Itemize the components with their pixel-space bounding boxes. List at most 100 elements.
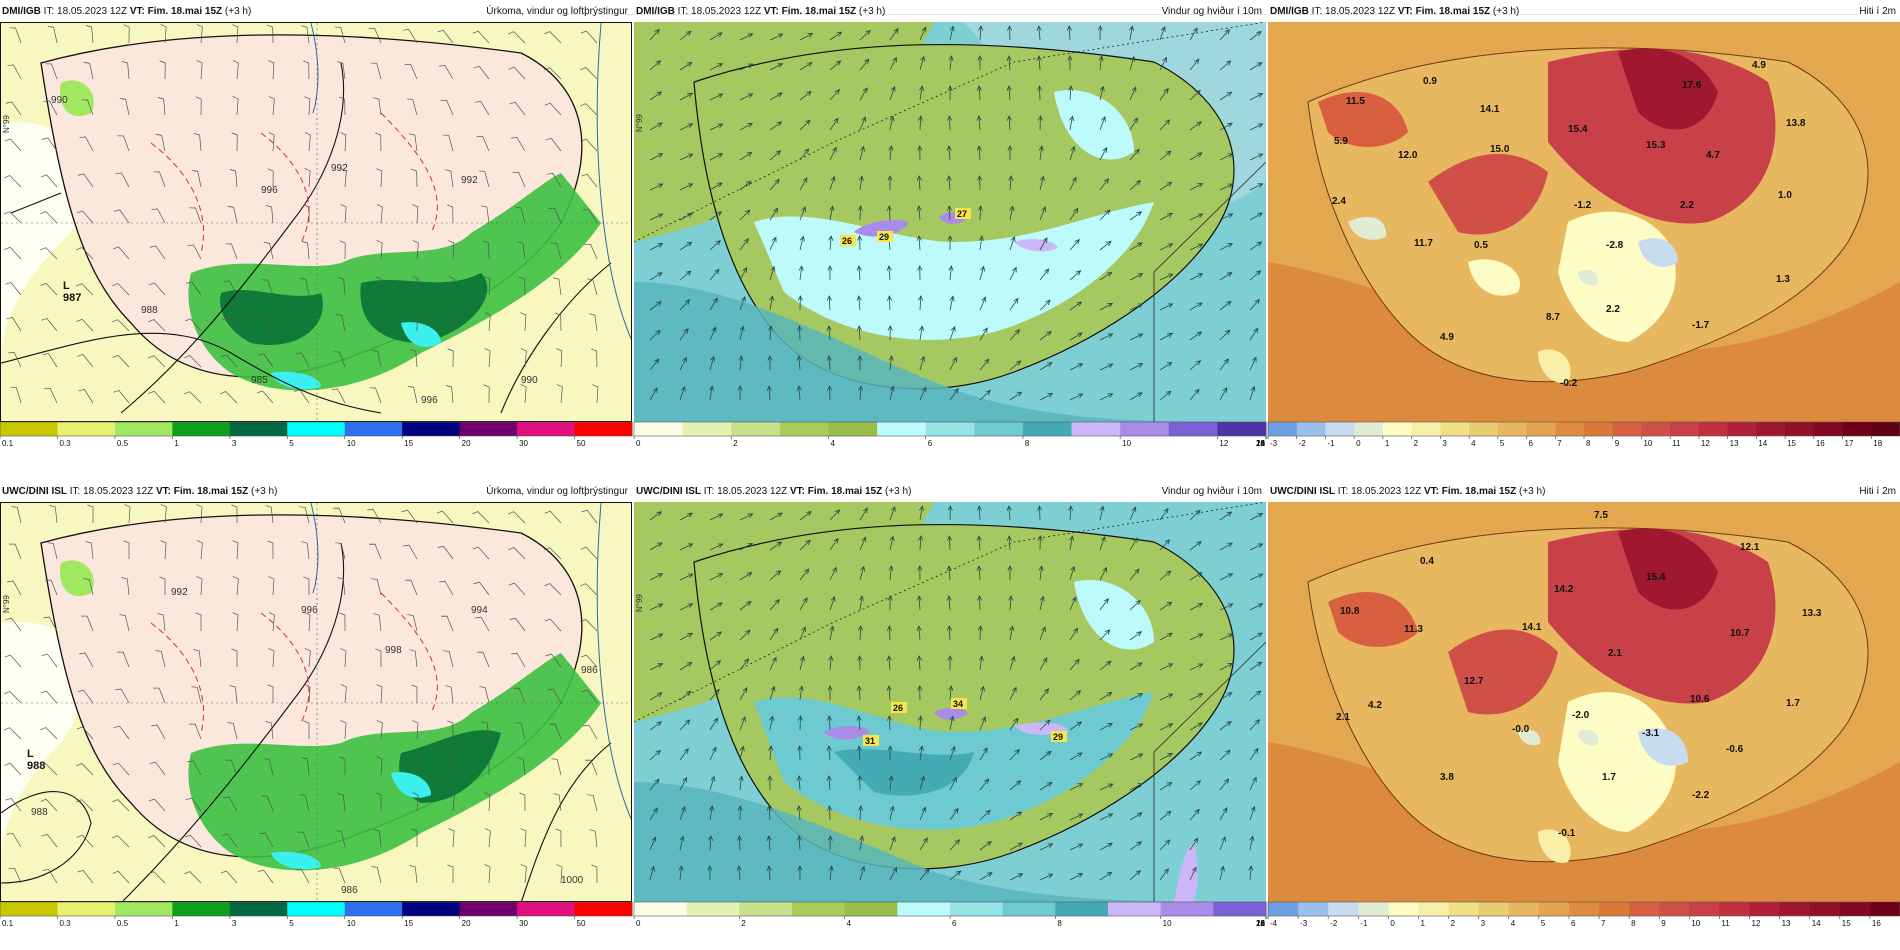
colorbar-swatch bbox=[1871, 422, 1900, 436]
colorbar-swatch bbox=[114, 902, 173, 916]
colorbar-swatch bbox=[1555, 422, 1585, 436]
wind-barb bbox=[369, 387, 382, 404]
wind-arrow bbox=[1129, 599, 1141, 611]
panel-dmi-temp: DMI/IGB IT: 18.05.2023 12Z VT: Fim. 18.m… bbox=[1267, 0, 1900, 460]
wind-barb bbox=[447, 864, 454, 883]
wind-barb bbox=[477, 651, 490, 668]
wind-arrow bbox=[919, 85, 925, 101]
colorbar-tick-label: 24 bbox=[1256, 439, 1265, 448]
wind-barb bbox=[221, 317, 238, 332]
colorbar-tick-label: 18 bbox=[1256, 439, 1265, 448]
colorbar-tick-label: 1 bbox=[174, 919, 179, 928]
colorbar-swatch bbox=[682, 422, 732, 436]
colorbar-swatch bbox=[1120, 422, 1170, 436]
wind-arrow bbox=[917, 115, 924, 131]
wind-barb bbox=[376, 240, 383, 260]
wind-barb bbox=[78, 389, 94, 404]
wind-arrow bbox=[709, 688, 720, 701]
wind-barb bbox=[112, 762, 130, 776]
field-name: Vindur og hviður í 10m bbox=[1161, 486, 1262, 497]
colorbar-swatch bbox=[1538, 902, 1570, 916]
colorbar-tick-label: 8 bbox=[1586, 439, 1591, 448]
colorbar-tick-label: 5 bbox=[289, 919, 294, 928]
colorbar-tick-label: 0.1 bbox=[2, 919, 14, 928]
wind-arrow bbox=[1099, 302, 1114, 311]
temperature-value: 1.7 bbox=[1602, 772, 1616, 783]
wind-arrow bbox=[1129, 662, 1143, 671]
wind-barb bbox=[448, 240, 455, 260]
wind-arrow bbox=[856, 265, 862, 281]
wind-arrow bbox=[799, 539, 811, 551]
wind-barb bbox=[556, 864, 563, 884]
wind-arrow bbox=[796, 805, 802, 821]
wind-arrow bbox=[1189, 603, 1204, 611]
wind-arrow bbox=[946, 175, 952, 191]
wind-barb bbox=[231, 504, 238, 524]
wind-barbs bbox=[4, 504, 598, 884]
wind-barb bbox=[508, 582, 526, 596]
wind-barb bbox=[544, 547, 562, 560]
wind-arrow bbox=[739, 513, 754, 521]
wind-arrows bbox=[649, 505, 1264, 881]
wind-barb bbox=[516, 241, 526, 260]
latitude-label: N°99 bbox=[2, 115, 11, 133]
low-pressure-value: 987 bbox=[63, 292, 81, 304]
wind-arrow bbox=[1129, 783, 1144, 791]
wind-barb bbox=[436, 510, 454, 524]
wind-barb bbox=[592, 384, 599, 404]
wind-barb bbox=[268, 612, 275, 632]
wind-arrow bbox=[976, 85, 982, 101]
wind-barb bbox=[112, 319, 130, 332]
wind-arrow bbox=[1249, 327, 1259, 341]
wind-arrow bbox=[709, 631, 723, 641]
wind-map: N°99 26 29 27 bbox=[634, 22, 1266, 422]
wind-barb bbox=[223, 280, 238, 296]
colorbar-tick-label: 12 bbox=[1701, 439, 1710, 448]
wind-barb bbox=[340, 132, 347, 152]
wind-barb bbox=[225, 759, 238, 776]
wind-arrow bbox=[1039, 299, 1051, 311]
wind-arrow bbox=[1189, 540, 1202, 551]
wind-arrow bbox=[976, 145, 982, 161]
wind-arrow bbox=[826, 745, 832, 761]
wind-arrow bbox=[1159, 212, 1174, 221]
wind-arrow bbox=[916, 655, 922, 671]
wind-arrow bbox=[739, 93, 754, 101]
wind-arrow bbox=[1189, 388, 1200, 401]
temperature-value: 2.4 bbox=[1332, 196, 1346, 207]
wind-barb bbox=[268, 96, 275, 116]
wind-barb bbox=[553, 793, 562, 812]
wind-arrow bbox=[649, 807, 658, 821]
wind-arrow bbox=[679, 385, 686, 401]
wind-barb bbox=[478, 170, 490, 188]
wind-barb bbox=[406, 98, 418, 116]
wind-arrow bbox=[828, 865, 834, 881]
wind-barb bbox=[448, 756, 455, 776]
valid-time: VT: Fim. 18.mai 15Z bbox=[155, 486, 249, 497]
wind-arrow bbox=[709, 182, 723, 191]
colorbar-tick-label: 20 bbox=[1256, 919, 1265, 928]
wind-arrow bbox=[768, 325, 774, 341]
wind-barb bbox=[582, 208, 598, 224]
panel-dmi-wind: DMI/IGB IT: 18.05.2023 12Z VT: Fim. 18.m… bbox=[633, 0, 1267, 460]
wind-barb bbox=[195, 612, 202, 631]
wind-arrow bbox=[1159, 390, 1172, 401]
wind-arrow bbox=[1066, 25, 1072, 41]
wind-barb bbox=[40, 174, 58, 188]
wind-barb bbox=[544, 67, 562, 80]
colorbar-tick-label: 13 bbox=[1782, 919, 1791, 928]
wind-barb bbox=[268, 132, 275, 152]
wind-arrow bbox=[1159, 181, 1173, 191]
colorbar-tick-label: 11 bbox=[1721, 919, 1730, 928]
colorbar-swatch bbox=[344, 902, 403, 916]
wind-arrow bbox=[709, 660, 722, 671]
wind-arrow bbox=[1069, 873, 1084, 881]
temperature-value: 10.8 bbox=[1340, 606, 1360, 617]
wind-barb bbox=[409, 865, 418, 884]
wind-arrow bbox=[979, 358, 990, 371]
wind-arrow bbox=[1219, 358, 1230, 371]
wind-barb bbox=[76, 283, 94, 296]
colorbar-tick-label: -1 bbox=[1327, 439, 1335, 448]
temperature-value: 7.5 bbox=[1594, 510, 1608, 521]
wind-arrow bbox=[799, 206, 806, 221]
